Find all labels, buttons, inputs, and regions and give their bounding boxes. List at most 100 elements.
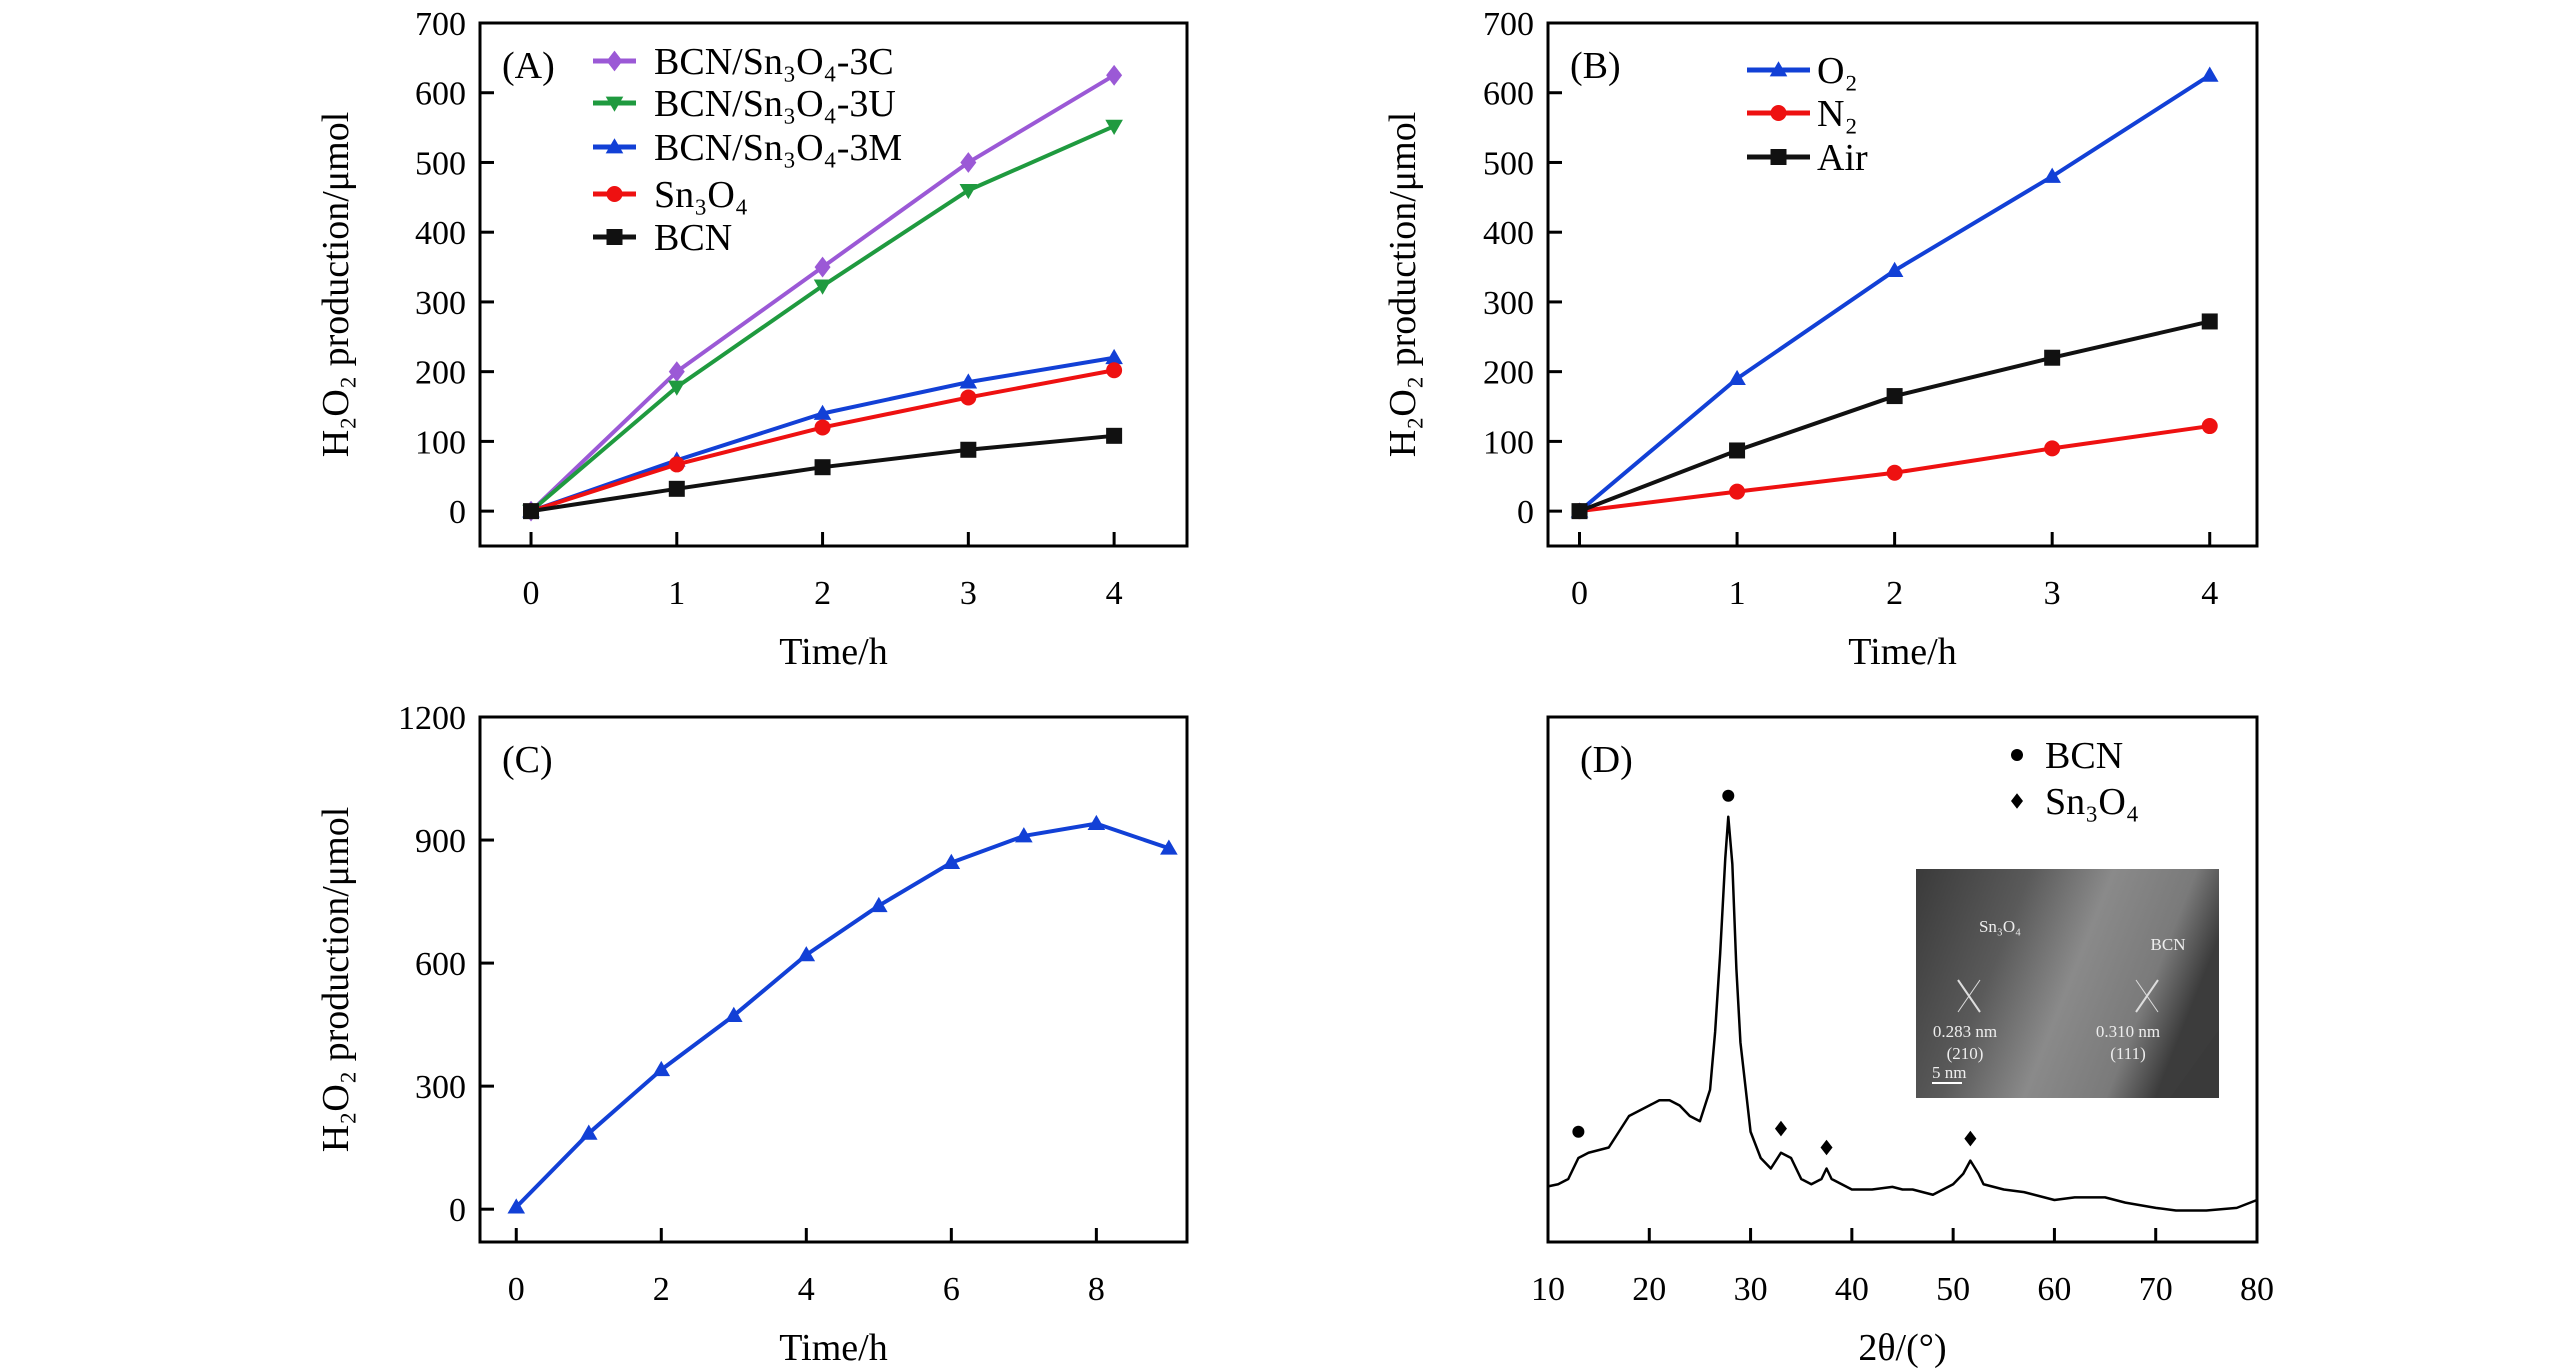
series-2: Air [1571,137,2218,520]
x-tick-label: 3 [2044,575,2061,612]
plot-frame [478,21,1189,548]
data-point [1160,839,1178,855]
x-tick-label: 80 [2240,1271,2274,1308]
x-axis-label: Time/h [779,631,887,673]
inset-label: 0.283 nm [1933,1022,1997,1041]
series-0: O₂ [1570,50,2219,518]
y-tick-label: 0 [1517,494,1534,531]
y-axis-label: H₂O₂ production/μmol [315,112,357,458]
y-tick-label: 0 [449,494,466,531]
data-point [2201,313,2218,330]
data-point [2044,440,2061,457]
data-point [1571,503,1588,520]
x-tick-label: 30 [1734,1271,1768,1308]
series-line [514,821,1170,1209]
data-point [724,1006,743,1022]
data-point [959,183,978,200]
x-tick-label: 2 [653,1271,670,1308]
x-tick-label: 0 [523,575,540,612]
chart-panel-b: 0 1 2 3 4 0 100 200 300 400 500 600 700 Time/h H₂O₂ pr… [1382,6,2259,673]
inset-label: Sn₃O₄ [1979,917,2021,936]
series-0: BCN/Sn₃O₄-3C [523,41,1123,522]
legend-marker [1769,61,1788,77]
x-tick-label: 4 [1106,575,1123,612]
inset-label: (210) [1947,1044,1984,1063]
legend-label: Air [1817,137,1868,179]
x-tick-label: 8 [1088,1271,1105,1308]
data-point [2044,349,2061,366]
data-point [507,1198,526,1214]
x-tick-label: 20 [1632,1271,1666,1308]
y-tick-label: 0 [449,1192,466,1229]
data-point [870,896,888,913]
plot-frame [478,715,1189,1244]
y-tick-label: 700 [1483,6,1534,43]
y-tick-label: 100 [415,424,466,461]
tem-image [1916,869,2219,1098]
series-line [1578,319,2211,513]
legend-marker [605,96,624,112]
x-tick-label: 1 [1729,575,1746,612]
data-point [960,389,977,406]
data-point [1105,119,1123,136]
x-tick-label: 0 [1571,575,1588,612]
data-point [959,373,978,389]
legend-label: N₂ [1817,93,1858,135]
data-point [814,256,831,278]
chart-panel-a: 0 1 2 3 4 0 100 200 300 400 500 600 700 Time/h H₂O₂ pr… [315,6,1189,673]
data-point [1106,64,1123,86]
legend-marker [2011,749,2023,761]
legend-marker [2011,793,2023,809]
y-tick-label: 300 [415,1069,466,1106]
x-tick-label: 50 [1936,1271,1970,1308]
data-point [1886,388,1903,405]
data-point [1105,348,1123,365]
x-axis-label: Time/h [779,1327,887,1369]
data-point [652,1060,671,1077]
data-point [1886,464,1903,481]
data-point [814,419,831,436]
inset-label: 0.310 nm [2096,1022,2160,1041]
x-axis-label: 2θ/(°) [1858,1327,1946,1369]
data-point [813,279,832,295]
series-0 [507,814,1178,1214]
legend-label: Sn₃O₄ [2045,781,2139,823]
legend-label: BCN/Sn₃O₄-3U [654,83,896,125]
legend-marker [605,138,624,154]
y-tick-label: 400 [415,215,466,252]
data-point [668,361,685,383]
x-tick-label: 0 [508,1271,525,1308]
phase-marker [1722,789,1735,802]
legend-label: BCN [654,217,732,259]
data-point [1729,442,1746,459]
data-point [2201,418,2218,435]
y-tick-label: 200 [1483,355,1534,392]
x-tick-label: 60 [2037,1271,2071,1308]
data-point [1728,369,1746,386]
y-tick-label: 1200 [398,700,466,737]
data-point [1106,427,1123,444]
phase-marker [1774,1120,1787,1137]
data-point [667,380,686,396]
series-2: BCN/Sn₃O₄-3M [522,127,1123,518]
panel-label: (B) [1570,45,1621,87]
y-tick-label: 200 [415,355,466,392]
y-axis-label: H₂O₂ production/μmol [1382,112,1424,458]
data-point [797,946,816,962]
data-point [813,404,832,420]
plot-frame [1546,715,2259,1244]
legend-label: BCN/Sn₃O₄-3M [654,127,902,169]
phase-marker-group-0: BCN [1572,735,2123,1138]
data-point [1015,827,1033,843]
data-point [668,480,685,497]
panel-label: (A) [502,45,555,87]
inset-label: 5 nm [1932,1063,1966,1082]
y-tick-label: 600 [415,946,466,983]
phase-marker [1572,1125,1585,1138]
data-point [1087,814,1106,831]
data-point [960,152,977,173]
series-1: N₂ [1571,93,2218,520]
x-tick-label: 6 [943,1271,960,1308]
x-axis-label: Time/h [1848,631,1956,673]
data-point [1885,261,1904,277]
